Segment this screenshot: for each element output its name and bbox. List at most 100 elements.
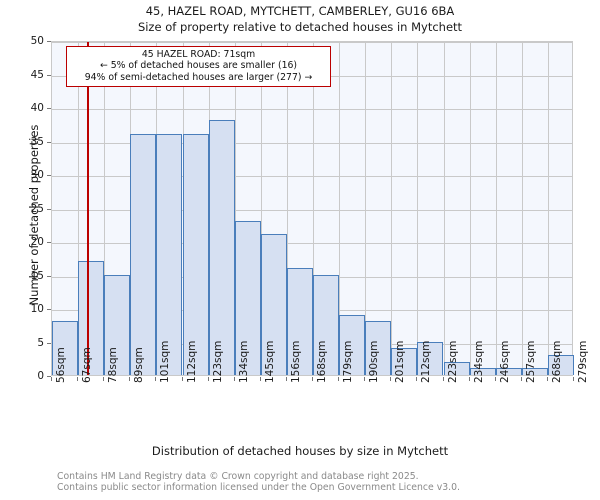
x-axis-tick-mark: [103, 377, 105, 381]
gridline-horizontal: [52, 142, 572, 144]
y-axis-tick-label: 15: [30, 269, 44, 282]
gridline-vertical: [417, 42, 419, 375]
gridline-horizontal: [52, 176, 572, 177]
histogram-bar: [495, 368, 522, 375]
histogram-bar: [365, 321, 392, 375]
histogram-bar: [417, 341, 444, 375]
y-axis-tick-mark: [47, 208, 51, 210]
x-axis-tick-label: 190sqm: [368, 340, 381, 383]
histogram-bar: [339, 314, 366, 375]
x-axis-tick-mark: [364, 377, 366, 381]
footer-attribution-line-2: Contains public sector information licen…: [57, 482, 460, 493]
x-axis-tick-mark: [155, 377, 157, 381]
y-axis-tick-mark: [47, 41, 51, 42]
property-annotation-callout: 45 HAZEL ROAD: 71sqm ← 5% of detached ho…: [66, 46, 331, 87]
histogram-bar: [313, 274, 340, 375]
callout-line-1: 45 HAZEL ROAD: 71sqm: [141, 49, 256, 60]
x-axis-tick-mark: [390, 377, 392, 381]
x-axis-tick-label: 78sqm: [107, 347, 120, 383]
x-axis-tick-mark: [312, 377, 313, 381]
histogram-bar: [469, 368, 496, 375]
x-axis-tick-mark: [207, 377, 209, 381]
callout-line-2: ← 5% of detached houses are smaller (16): [99, 60, 298, 72]
x-axis-tick-mark: [442, 377, 444, 381]
histogram-bar: [391, 348, 418, 375]
x-axis-tick-label: 279sqm: [577, 340, 589, 383]
y-axis-tick-label: 35: [30, 135, 44, 148]
gridline-vertical: [469, 42, 471, 375]
x-axis-tick-mark: [181, 377, 183, 381]
y-axis-tick-mark: [47, 342, 51, 344]
x-axis-tick-label: 145sqm: [263, 340, 276, 383]
gridline-horizontal: [52, 243, 572, 244]
x-axis-tick-label: 246sqm: [498, 340, 511, 383]
y-axis-title: Number of detached properties: [27, 124, 41, 306]
gridline-vertical: [339, 42, 341, 375]
gridline-vertical: [104, 42, 106, 375]
y-axis-tick-mark: [47, 242, 51, 243]
histogram-bar: [208, 120, 235, 375]
y-axis-tick-mark: [47, 141, 51, 143]
x-axis-tick-mark: [129, 377, 131, 381]
histogram-bar: [52, 321, 79, 375]
y-axis-tick-mark: [47, 309, 51, 310]
x-axis-tick-mark: [338, 377, 340, 381]
x-axis-tick-mark: [285, 377, 287, 381]
gridline-vertical: [234, 42, 236, 375]
y-axis-tick-label: 25: [30, 202, 44, 215]
x-axis-tick-label: 201sqm: [394, 340, 407, 383]
y-axis-tick-mark: [47, 275, 51, 277]
gridline-vertical: [495, 42, 497, 375]
chart-title: 45, HAZEL ROAD, MYTCHETT, CAMBERLEY, GU1…: [145, 4, 455, 18]
y-axis-tick-label: 5: [37, 336, 44, 349]
histogram-bar: [104, 274, 131, 375]
y-axis-tick-mark: [47, 108, 51, 109]
x-axis-tick-mark: [573, 377, 574, 381]
histogram-bar: [182, 133, 209, 375]
x-axis-tick-mark: [259, 377, 261, 381]
histogram-bar: [234, 220, 261, 375]
histogram-bar: [78, 261, 105, 375]
callout-line-3: 94% of semi-detached houses are larger (…: [84, 71, 313, 83]
plot-area: [51, 41, 574, 376]
x-axis-tick-label: 56sqm: [55, 347, 67, 383]
y-axis-tick-label: 20: [30, 236, 44, 248]
gridline-horizontal: [52, 42, 572, 43]
y-axis-tick-mark: [47, 175, 51, 176]
gridline-vertical: [521, 42, 523, 375]
x-axis-tick-label: 89sqm: [133, 347, 146, 383]
gridline-vertical: [547, 42, 549, 375]
x-axis-tick-label: 134sqm: [237, 340, 250, 383]
gridline-vertical: [286, 42, 288, 375]
x-axis-tick-mark: [77, 377, 79, 381]
x-axis-tick-label: 234sqm: [472, 340, 485, 383]
gridline-horizontal: [52, 109, 572, 110]
histogram-bar: [443, 361, 470, 375]
x-axis-tick-label: 67sqm: [81, 347, 94, 383]
x-axis-tick-label: 101sqm: [159, 340, 172, 383]
histogram-bar: [260, 234, 287, 375]
x-axis-tick-label: 268sqm: [550, 340, 563, 383]
x-axis-tick-label: 156sqm: [289, 340, 302, 383]
x-axis-tick-mark: [468, 377, 470, 381]
y-axis-tick-label: 40: [30, 102, 44, 114]
x-axis-tick-label: 179sqm: [342, 340, 355, 383]
y-axis-tick-label: 30: [30, 169, 44, 181]
histogram-bar: [547, 354, 574, 375]
x-axis-tick-label: 112sqm: [185, 340, 198, 383]
x-axis-tick-label: 223sqm: [446, 340, 459, 383]
gridline-vertical: [365, 42, 367, 375]
y-axis-tick-mark: [47, 376, 51, 377]
gridline-horizontal: [52, 209, 572, 211]
x-axis-tick-mark: [520, 377, 522, 381]
y-axis-tick-label: 50: [30, 35, 44, 47]
x-axis-tick-mark: [494, 377, 496, 381]
footer-attribution-line-1: Contains HM Land Registry data © Crown c…: [57, 471, 419, 482]
x-axis-tick-mark: [51, 377, 52, 381]
x-axis-tick-label: 212sqm: [420, 340, 433, 383]
gridline-vertical: [313, 42, 314, 375]
property-size-marker-line: [87, 42, 89, 375]
x-axis-tick-label: 257sqm: [524, 340, 537, 383]
x-axis-title: Distribution of detached houses by size …: [151, 444, 449, 458]
